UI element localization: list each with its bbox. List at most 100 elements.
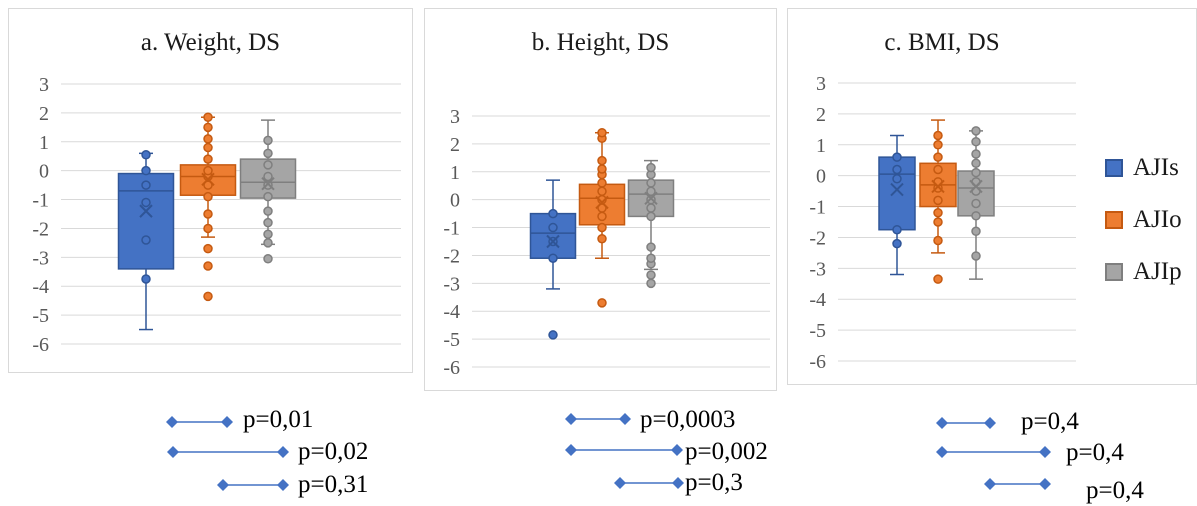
connector-diamond (565, 444, 577, 456)
mean-marker (969, 179, 983, 194)
pval-weight-s-o: p=0,01 (243, 406, 314, 433)
data-point (892, 174, 902, 184)
data-point (141, 274, 151, 284)
chart-title: a. Weight, DS (140, 29, 281, 56)
pval-height-o-p: p=0,3 (685, 469, 743, 496)
box-ajis (878, 134, 916, 276)
y-tick-label: -1 (809, 197, 826, 219)
connector-diamond (1039, 478, 1051, 490)
connector-diamond (671, 444, 683, 456)
mean-marker (644, 191, 658, 205)
data-point (203, 191, 213, 202)
significance-connector (166, 416, 233, 428)
mean-marker (931, 179, 945, 194)
box-ajio (578, 127, 626, 308)
data-point (141, 235, 151, 245)
connector-diamond (277, 479, 289, 491)
legend-label-ajis: AJIs (1133, 154, 1179, 181)
data-point (203, 165, 213, 176)
data-point (971, 158, 981, 169)
y-tick-label: -4 (443, 301, 460, 323)
data-point (933, 195, 943, 206)
data-point (971, 251, 981, 261)
bmi-plot-area: 3 2 1 0 -1 -2 -3 -4 -5 -6 (809, 73, 1076, 373)
chart-title: b. Height, DS (531, 29, 670, 56)
connector-diamond (166, 416, 178, 428)
pval-bmi-s-p: p=0,4 (1066, 439, 1124, 466)
data-point (141, 180, 151, 190)
data-point (597, 222, 607, 233)
data-point (203, 243, 213, 254)
y-tick-label: 3 (450, 106, 460, 128)
y-tick-label: 2 (450, 134, 460, 156)
data-point (933, 164, 943, 175)
height-plot-area: 3 2 1 0 -1 -2 -3 -4 -5 -6 (443, 106, 770, 379)
data-point (263, 206, 273, 216)
data-point (548, 330, 558, 340)
y-tick-label: 1 (816, 135, 826, 157)
weight-plot-area: 3 2 1 0 -1 -2 -3 -4 -5 -6 (32, 74, 401, 356)
legend-label-ajip: AJIp (1133, 258, 1182, 285)
y-tick-label: -5 (809, 320, 826, 342)
pval-height-s-p: p=0,002 (685, 438, 768, 465)
y-tick-label: 3 (39, 74, 49, 96)
y-tick-label: 3 (816, 73, 826, 95)
significance-connector (565, 444, 683, 456)
data-point (263, 229, 273, 239)
data-point (597, 233, 607, 244)
y-tick-label: -6 (32, 334, 49, 356)
significance-connector (614, 477, 684, 489)
y-tick-label: -2 (809, 227, 826, 249)
box-ajio (179, 112, 237, 302)
data-point (548, 222, 558, 233)
y-tick-label: 2 (39, 103, 49, 125)
connector-diamond (936, 417, 948, 429)
pval-bmi-s-o: p=0,4 (1021, 408, 1079, 435)
data-point (203, 291, 213, 302)
significance-connector (217, 479, 289, 491)
legend-swatch-ajio (1105, 211, 1123, 229)
data-point (203, 223, 213, 234)
data-point (263, 171, 273, 182)
data-point (263, 148, 273, 159)
data-point (971, 226, 981, 237)
data-point (263, 135, 273, 146)
box-ajip (957, 126, 995, 280)
y-tick-label: -6 (443, 357, 460, 379)
y-tick-label: 1 (450, 162, 460, 184)
y-tick-label: -5 (443, 329, 460, 351)
chart-panel-weight: a. Weight, DS 3 2 1 0 -1 -2 -3 -4 -5 -6 (8, 8, 413, 373)
box-iqr (529, 212, 577, 259)
data-point (597, 155, 607, 166)
y-tick-label: 1 (39, 132, 49, 154)
legend-swatch-ajis (1105, 159, 1123, 177)
connector-diamond (614, 477, 626, 489)
connector-diamond (984, 417, 996, 429)
legend-swatch-ajip (1105, 263, 1123, 281)
data-point (933, 274, 943, 284)
data-point (892, 224, 902, 235)
chart-panel-height: b. Height, DS 3 2 1 0 -1 -2 -3 -4 -5 -6 (424, 8, 777, 391)
y-tick-label: -1 (32, 190, 49, 212)
data-point (548, 253, 558, 263)
data-point (971, 198, 981, 209)
data-point (971, 126, 981, 136)
data-point (203, 154, 213, 164)
connector-diamond (167, 446, 179, 458)
data-point (933, 130, 943, 141)
connector-diamond (565, 413, 577, 425)
y-tick-label: -3 (809, 258, 826, 280)
y-tick-label: 0 (39, 161, 49, 183)
mean-marker (261, 176, 275, 191)
y-tick-label: -4 (32, 276, 49, 298)
pval-weight-s-p: p=0,02 (298, 438, 369, 465)
data-point (971, 149, 981, 159)
connector-diamond (619, 413, 631, 425)
data-point (933, 152, 943, 162)
data-point (646, 242, 656, 252)
data-point (263, 254, 273, 264)
connector-diamond (936, 446, 948, 458)
chart-panel-bmi: c. BMI, DS 3 2 1 0 -1 -2 -3 -4 -5 -6 AJIs AJIo AJ… (787, 8, 1197, 385)
data-point (263, 160, 273, 170)
